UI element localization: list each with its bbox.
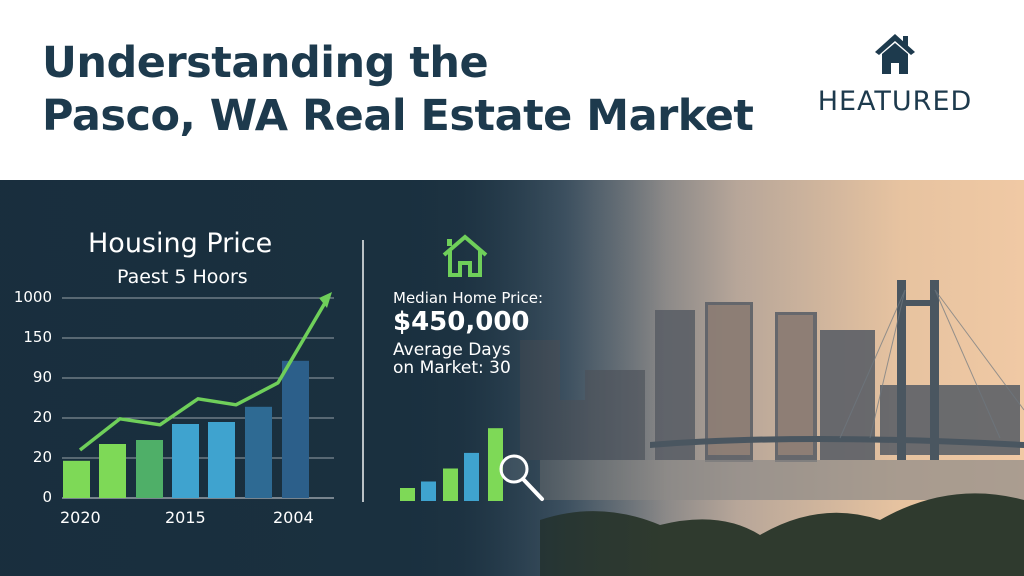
x-tick-label: 2020 [60,508,101,527]
house-outline-icon [442,234,488,277]
mini-bar [400,488,415,501]
days-label-2: on Market: 30 [393,358,511,378]
mini-bar [443,468,458,501]
median-price-label: Median Home Price: [393,289,544,307]
chart-title: Housing Price [88,228,273,259]
mini-bar [488,428,503,501]
y-tick-label: 20 [32,448,52,466]
magnifier-icon [499,454,529,484]
bar [208,422,235,498]
bar [136,440,163,498]
bar [172,424,199,498]
house-icon [875,34,915,74]
y-tick-label: 20 [32,408,52,426]
mini-bar [421,481,436,501]
x-tick-label: 2004 [273,508,314,527]
trend-arrow-head [319,292,332,308]
divider [362,240,364,502]
y-tick-label: 1000 [13,288,52,306]
bar [245,406,272,498]
logo-text: HEATURED [817,86,973,117]
days-label-1: Average Days [393,340,511,360]
bar [99,444,126,498]
trend-line [78,295,331,452]
chart-subtitle: Paest 5 Hoors [117,266,248,288]
logo: HEATURED [800,30,990,117]
header: Understanding the Pasco, WA Real Estate … [0,0,1024,180]
bar [63,460,90,498]
hero-image-panel [0,180,1024,576]
page-title-line2: Pasco, WA Real Estate Market [42,91,754,141]
mini-bar [464,452,479,501]
y-tick-label: 90 [32,368,52,386]
y-tick-label: 150 [23,328,52,346]
y-tick-label: 0 [42,488,52,506]
bar [282,360,309,498]
page-title-line1: Understanding the [42,38,489,88]
median-price-value: $450,000 [393,307,530,337]
x-tick-label: 2015 [165,508,206,527]
magnifier-handle [521,477,544,501]
